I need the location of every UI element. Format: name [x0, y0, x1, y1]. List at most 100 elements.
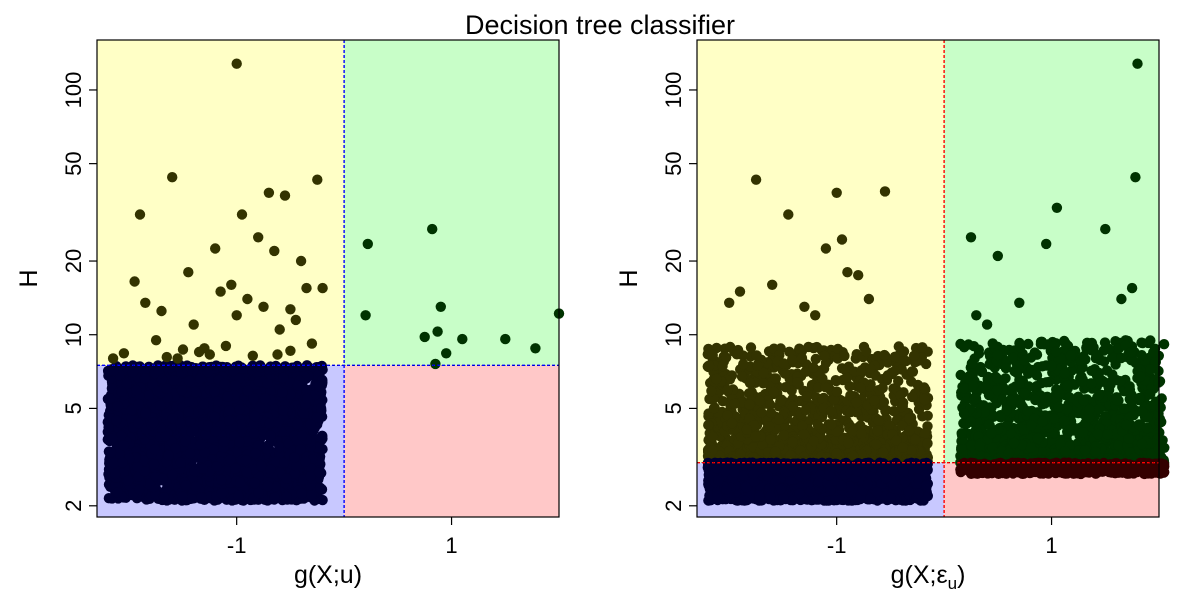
- data-point-bottom-left: [216, 488, 227, 499]
- data-point-bottom-left: [177, 491, 188, 502]
- data-point-bottom-left: [218, 436, 230, 447]
- data-point-top-left: [906, 376, 917, 387]
- data-point-top-left: [869, 395, 880, 406]
- data-point-bottom-left: [265, 430, 276, 441]
- data-point-bottom-left: [112, 401, 124, 412]
- data-point-top-left: [904, 425, 915, 436]
- data-point-top-left: [919, 393, 930, 405]
- data-point-top-left: [851, 397, 862, 408]
- data-point-top-left: [272, 349, 283, 360]
- data-point-top-left: [775, 395, 786, 407]
- data-point-top-right: [432, 326, 443, 337]
- data-point-top-left: [736, 371, 748, 382]
- data-point-top-left: [794, 343, 805, 354]
- data-point-top-left: [741, 424, 752, 435]
- data-point-top-left: [177, 344, 189, 355]
- data-point-top-left: [758, 367, 769, 379]
- data-point-top-left: [744, 399, 755, 410]
- data-point-top-right: [435, 301, 446, 312]
- data-point-top-right: [530, 343, 541, 354]
- data-point-top-left: [242, 293, 253, 305]
- data-point-top-left: [839, 350, 850, 362]
- data-point-bottom-left: [302, 393, 313, 404]
- data-point-top-left: [317, 282, 328, 294]
- data-point-bottom-left: [300, 456, 311, 467]
- data-point-top-left: [896, 401, 907, 413]
- data-point-top-left: [770, 446, 781, 457]
- data-point-top-left: [893, 375, 904, 387]
- data-point-top-left: [897, 442, 908, 453]
- data-point-top-left: [134, 209, 146, 220]
- data-point-top-left: [717, 396, 729, 407]
- data-point-top-left: [312, 174, 323, 185]
- data-point-bottom-left: [112, 487, 123, 498]
- x-tick-label: -1: [227, 533, 247, 558]
- data-point-top-left: [258, 301, 269, 312]
- data-point-top-left: [856, 428, 867, 439]
- data-point-bottom-left: [253, 487, 264, 499]
- data-point-top-left: [765, 407, 777, 418]
- data-point-top-left: [778, 358, 789, 369]
- data-point-top-left: [841, 372, 853, 383]
- data-point-bottom-left: [248, 428, 260, 439]
- data-point-top-left: [798, 429, 810, 440]
- data-point-top-left: [758, 378, 769, 389]
- data-point-bottom-left: [298, 408, 310, 419]
- data-point-top-left: [872, 425, 883, 437]
- data-point-top-left: [129, 276, 140, 287]
- data-point-top-left: [707, 431, 718, 443]
- data-point-bottom-left: [148, 459, 160, 470]
- data-point-bottom-left: [209, 386, 220, 397]
- data-point-top-left: [220, 340, 232, 352]
- data-point-bottom-left: [278, 405, 289, 416]
- data-point-top-left: [150, 335, 162, 346]
- data-point-top-left: [801, 391, 812, 402]
- data-point-top-left: [831, 375, 842, 387]
- data-point-bottom-left: [292, 418, 303, 430]
- data-point-bottom-left: [139, 373, 151, 384]
- data-point-top-left: [188, 319, 199, 330]
- data-point-top-left: [726, 417, 738, 429]
- data-point-top-left: [167, 172, 178, 183]
- data-point-top-left: [768, 386, 779, 398]
- data-point-bottom-left: [161, 383, 173, 394]
- data-point-bottom-left: [296, 430, 308, 441]
- data-point-bottom-left: [167, 413, 178, 424]
- data-point-bottom-left: [264, 418, 275, 429]
- data-point-top-left: [764, 421, 775, 432]
- data-point-bottom-left: [315, 483, 326, 494]
- data-point-top-left: [904, 413, 915, 424]
- data-point-top-left: [843, 438, 854, 449]
- data-point-bottom-left: [153, 364, 164, 376]
- data-point-bottom-left: [131, 385, 142, 396]
- data-point-top-left: [156, 305, 167, 317]
- data-point-top-left: [738, 358, 749, 370]
- data-point-bottom-left: [107, 433, 118, 444]
- data-point-bottom-left: [229, 380, 241, 391]
- data-point-bottom-left: [278, 372, 289, 383]
- data-point-top-right: [441, 348, 452, 359]
- data-point-bottom-left: [127, 367, 138, 378]
- data-point-bottom-left: [133, 398, 144, 410]
- data-point-bottom-left: [281, 491, 292, 503]
- data-point-top-left: [253, 232, 264, 243]
- data-point-top-left: [708, 403, 720, 414]
- data-point-bottom-left: [289, 452, 300, 463]
- data-point-bottom-left: [234, 436, 245, 448]
- data-point-bottom-left: [241, 467, 252, 478]
- data-point-bottom-left: [103, 422, 114, 433]
- data-point-bottom-left: [234, 404, 245, 415]
- data-point-bottom-left: [116, 386, 127, 397]
- data-point-bottom-left: [117, 457, 128, 468]
- data-point-top-left: [711, 373, 722, 385]
- data-point-bottom-left: [103, 493, 115, 504]
- data-point-top-left: [893, 341, 904, 352]
- data-point-top-left: [285, 345, 296, 356]
- data-point-top-left: [263, 187, 275, 198]
- y-tick-label: 5: [61, 402, 86, 414]
- data-point-top-left: [907, 366, 919, 377]
- data-point-bottom-left: [209, 411, 220, 423]
- data-point-bottom-left: [183, 406, 194, 417]
- data-point-top-left: [831, 386, 843, 397]
